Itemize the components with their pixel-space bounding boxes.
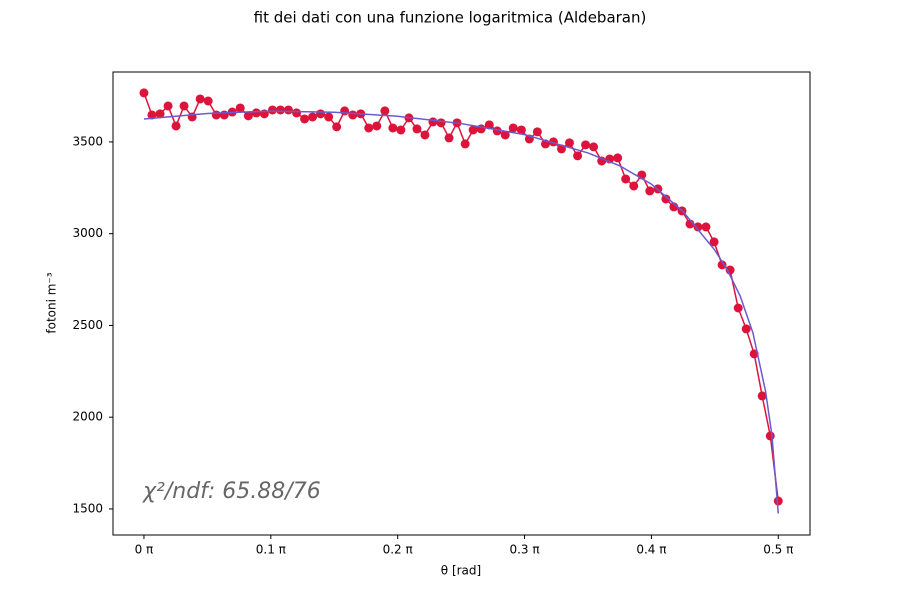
data-point [532, 127, 542, 137]
data-point [155, 109, 165, 119]
data-point [364, 123, 374, 133]
annotation: χ²/ndf: 65.88/76 [142, 479, 321, 504]
data-point [645, 186, 655, 196]
data-point [275, 105, 285, 115]
data-point [460, 139, 470, 149]
data-point [219, 110, 229, 120]
data-point [372, 121, 382, 131]
data-point [324, 112, 334, 122]
data-point [179, 101, 189, 111]
data-point [564, 138, 574, 148]
data-point [396, 125, 406, 135]
data-point [589, 142, 599, 152]
data-point [171, 121, 181, 131]
y-axis-label: fotoni m⁻³ [45, 272, 59, 333]
data-point [139, 88, 149, 98]
data-point [348, 110, 358, 120]
data-point [701, 222, 711, 232]
y-tick-label: 3000 [72, 226, 103, 240]
data-point [773, 496, 783, 506]
data-point [203, 96, 213, 106]
data-point [516, 125, 526, 135]
data-point [300, 114, 310, 124]
series-line [143, 92, 780, 502]
y-tick-label: 2500 [72, 318, 103, 332]
data-point [340, 106, 350, 116]
data-point [492, 126, 502, 136]
data-point [235, 103, 245, 113]
data-point [733, 303, 743, 313]
data-point [195, 94, 205, 104]
data-point [613, 153, 623, 163]
x-tick-label: 0.2 π [383, 543, 413, 557]
data-point [741, 324, 751, 334]
data-point [484, 120, 494, 130]
data-point [147, 110, 157, 120]
x-tick-label: 0.4 π [636, 543, 666, 557]
data-point [444, 133, 454, 143]
x-tick-label: 0.5 π [763, 543, 793, 557]
data-point [765, 431, 775, 441]
data-point [468, 125, 478, 135]
data-point [500, 130, 510, 140]
data-point [573, 151, 583, 161]
chart-title: fit dei dati con una funzione logaritmic… [254, 9, 647, 27]
data-point [581, 140, 591, 150]
data-point [380, 106, 390, 116]
data-point [757, 391, 767, 401]
series-line [143, 110, 780, 514]
data-point [629, 181, 639, 191]
plot-frame [112, 71, 811, 536]
data-point [163, 101, 173, 111]
data-point [211, 110, 221, 120]
data-point [508, 123, 518, 133]
x-tick-label: 0.3 π [509, 543, 539, 557]
x-axis-label: θ [rad] [441, 564, 481, 578]
x-tick-label: 0.1 π [256, 543, 286, 557]
data-point [243, 111, 253, 121]
data-point [709, 237, 719, 247]
data-point [661, 194, 671, 204]
data-point [436, 118, 446, 128]
data-point [412, 124, 422, 134]
data-point [316, 109, 326, 119]
data-point [428, 117, 438, 127]
data-point [292, 108, 302, 118]
data-point [308, 112, 318, 122]
y-tick-label: 2000 [72, 410, 103, 424]
data-point [283, 105, 293, 115]
y-tick-label: 3500 [72, 134, 103, 148]
x-tick-label: 0 π [135, 543, 154, 557]
data-point [420, 130, 430, 140]
y-tick-label: 1500 [72, 501, 103, 515]
data-point [267, 105, 277, 115]
data-point [251, 108, 261, 118]
data-point [693, 222, 703, 232]
data-point [332, 122, 342, 132]
data-point [388, 123, 398, 133]
data-point [621, 174, 631, 184]
data-point [717, 260, 727, 270]
